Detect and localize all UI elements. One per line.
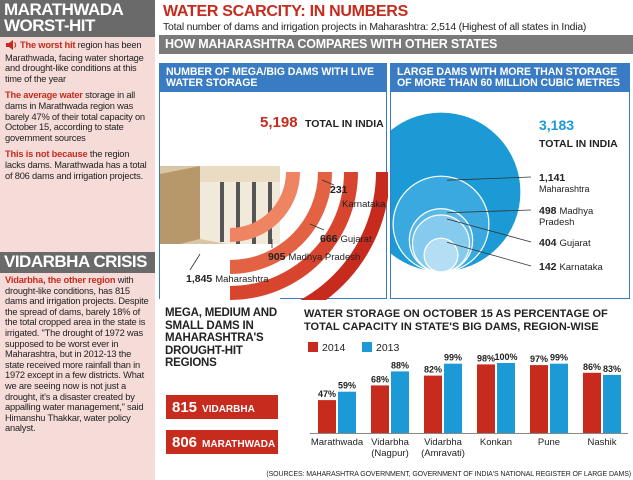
circle-label-2: 404 Gujarat: [539, 237, 591, 249]
bar-value-label: 97%: [530, 354, 548, 364]
speaker-icon[interactable]: [5, 40, 18, 53]
sidebar-title: MARATHWADA WORST-HIT: [0, 0, 155, 37]
bar-value-label: 83%: [603, 364, 621, 374]
arc-maharashtra: [300, 172, 388, 300]
bar-2014-2: [424, 375, 442, 433]
dam-illustration: [160, 166, 280, 300]
circle-label-0: 1,141 Maharashtra: [539, 172, 590, 194]
bar-chart: WATER STORAGE ON OCTOBER 15 AS PERCENTAG…: [304, 308, 628, 459]
panel-storage: WATER STORAGE ON OCTOBER 15 AS PERCENTAG…: [300, 305, 630, 465]
bar-value-label: 100%: [494, 352, 517, 362]
circle-leader-line: [446, 176, 532, 181]
bar-value-label: 98%: [477, 353, 495, 363]
source-note: (SOURCES: MAHARASHTRA GOVERNMENT, GOVERN…: [266, 471, 631, 478]
bar-value-label: 59%: [338, 381, 356, 391]
arc-gujarat: [230, 172, 332, 274]
bar-2014-1: [371, 385, 389, 433]
circle-leader-line: [446, 218, 532, 243]
bar-category-label: (Amravati): [421, 448, 465, 459]
circle-leader-line: [446, 241, 532, 267]
circles-chart: 3,183 TOTAL IN INDIA 1,141 Maharashtra 498…: [391, 111, 618, 273]
bar-category-label: Pune: [538, 437, 560, 448]
arc-label-3: 231 Karnataka: [330, 184, 386, 210]
panel-large-dams: LARGE DAMS WITH MORE THAN STORAGE OF MOR…: [390, 63, 630, 299]
panel-mega-dams-title: NUMBER OF MEGA/BIG DAMS WITH LIVE WATER …: [160, 64, 386, 92]
page-subtitle: Total number of dams and irrigation proj…: [163, 22, 587, 33]
bar-2014-5: [583, 372, 601, 433]
total-value-2: 3,183: [539, 117, 574, 133]
bar-category-label: Nashik: [587, 437, 616, 448]
bar-2013-3: [497, 363, 515, 433]
main: WATER SCARCITY: IN NUMBERS Total number …: [159, 0, 633, 480]
page-title: WATER SCARCITY: IN NUMBERS: [163, 3, 408, 20]
bar-category-label: (Nagpur): [371, 448, 409, 459]
bar-2013-4: [550, 363, 568, 433]
arc-leader-line: [309, 223, 325, 231]
arc-label-1: 905 Madhya Pradesh: [268, 251, 360, 263]
legend-label-2013: 2013: [376, 342, 400, 354]
circle-karnataka: [423, 237, 459, 273]
total-label-2: TOTAL IN INDIA: [539, 138, 618, 150]
arc-karnataka: [230, 172, 300, 242]
arc-madhya-pradesh: [230, 172, 358, 300]
total-value-1: 5,198: [260, 114, 298, 131]
arc-leader-line: [189, 253, 201, 271]
circle-label-3: 142 Karnataka: [539, 261, 603, 273]
arc-label-2: 666 Gujarat: [320, 233, 372, 245]
bar-2014-3: [477, 364, 495, 433]
bar-2014-0: [318, 400, 336, 433]
bar-2013-0: [338, 391, 356, 433]
panel-mega-dams: NUMBER OF MEGA/BIG DAMS WITH LIVE WATER …: [159, 63, 388, 300]
bar-2014-4: [530, 365, 548, 433]
bar-category-label: Vidarbha: [424, 437, 463, 448]
compare-bar: HOW MAHARASHTRA COMPARES WITH OTHER STAT…: [159, 35, 633, 54]
bar-2013-1: [391, 371, 409, 433]
crisis-body: Vidarbha, the other region with drought-…: [5, 275, 149, 434]
bar-title-line-2: TOTAL CAPACITY IN STATE'S BIG DAMS, REGI…: [304, 321, 599, 333]
bar-category-label: Konkan: [480, 437, 512, 448]
bar-value-label: 68%: [371, 374, 389, 384]
bar-value-label: 99%: [550, 353, 568, 363]
bar-2013-2: [444, 363, 462, 433]
bar-value-label: 99%: [444, 353, 462, 363]
legend-swatch-2013: [362, 342, 372, 352]
arc-label-0: 1,845 Maharashtra: [186, 273, 269, 285]
bar-category-label: Vidarbha: [371, 437, 410, 448]
drought-title: MEGA, MEDIUM AND SMALL DAMS IN MAHARASHT…: [165, 307, 278, 369]
bar-title-line-1: WATER STORAGE ON OCTOBER 15 AS PERCENTAG…: [304, 308, 608, 320]
legend-label-2014: 2014: [322, 342, 346, 354]
bar-value-label: 82%: [424, 365, 442, 375]
bar-value-label: 47%: [318, 389, 336, 399]
panel-large-dams-title: LARGE DAMS WITH MORE THAN STORAGE OF MOR…: [391, 64, 629, 92]
drought-item-vidarbha: 815 VIDARBHA: [166, 395, 278, 419]
arcs-chart: 5,198 TOTAL IN INDIA 1,845 Maharashtra 90…: [160, 114, 388, 300]
bar-2013-5: [603, 374, 621, 433]
sidebar-paragraph-3: This is not because the region lacks dam…: [5, 149, 147, 181]
legend-swatch-2014: [308, 342, 318, 352]
sidebar: MARATHWADA WORST-HIT The worst hit regio…: [0, 0, 155, 480]
bar-value-label: 86%: [583, 362, 601, 372]
bar-value-label: 88%: [391, 360, 409, 370]
sidebar-paragraph-2: The average water storage in all dams in…: [5, 90, 145, 143]
drought-item-marathwada: 806 MARATHWADA: [166, 430, 278, 454]
total-label-1: TOTAL IN INDIA: [305, 118, 384, 130]
sidebar-body: The worst hit region has been Marathwada…: [0, 37, 155, 190]
circle-leader-line: [446, 209, 532, 214]
circle-label-1: 498 Madhya Pradesh: [539, 205, 594, 228]
crisis-title: VIDARBHA CRISIS: [0, 252, 155, 273]
sidebar-paragraph-1: The worst hit region has been Marathwada…: [5, 40, 144, 84]
bar-category-label: Marathwada: [311, 437, 364, 448]
arc-leader-line: [321, 179, 335, 186]
